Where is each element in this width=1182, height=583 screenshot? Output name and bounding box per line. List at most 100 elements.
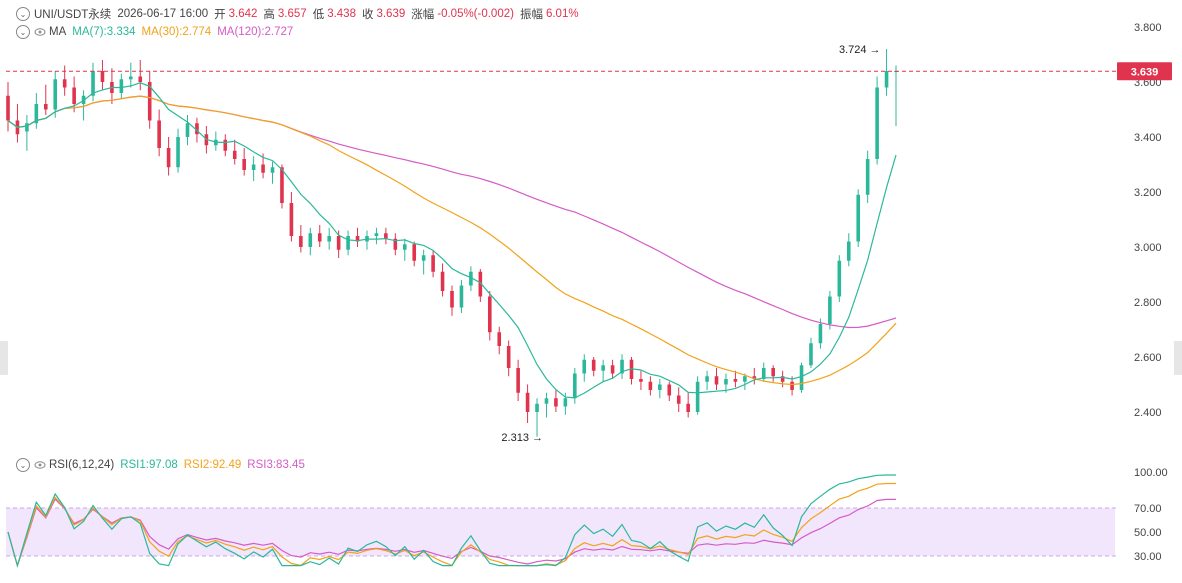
candle-body [828,296,832,324]
rsi1-line [7,474,896,568]
price-tick-label: 3.800 [1134,22,1162,34]
candle-body [384,233,388,239]
rsi3-line [7,498,896,568]
candle-body [856,194,861,242]
scroll-left-handle[interactable] [0,341,8,375]
ma-legend-row: ⌄ MA MA(7):3.334 MA(30):2.774 MA(120):2.… [0,25,299,39]
candle-body [147,82,152,121]
price-tick-label: 2.600 [1134,352,1162,364]
candle-body [327,236,331,242]
close-label: 收 [361,9,374,21]
low-value: 3.438 [327,8,356,20]
candle-body [771,368,775,377]
ma-indicator-name: MA [49,26,67,38]
rsi-indicator-name: RSI(6,12,24) [49,459,115,471]
candle-body [34,104,39,124]
rsi-tick-label: 100.00 [1134,467,1168,479]
symbol-name: UNI/USDT永续 [34,9,112,21]
candle-body [138,76,143,82]
candle-body [724,379,728,385]
high-label: 高 [263,9,275,21]
candle-body [658,384,662,390]
candle-body [846,241,851,261]
candle-body [459,285,464,308]
candle-body [157,120,161,148]
price-tick-label: 3.200 [1134,187,1162,199]
candle-body [299,236,303,247]
candle-body [336,236,341,250]
rsi-legend-row: ⌄ RSI(6,12,24) RSI1:97.08 RSI2:92.49 RSI… [0,458,311,472]
candle-body [421,255,426,261]
price-tick-label: 3.400 [1134,132,1162,144]
candle-body [478,271,483,297]
close-value: 3.639 [376,8,406,20]
header-ohlc-row: ⌄ UNI/USDT永续 2026-06-17 16:00 开 3.642 高 … [0,6,585,22]
candle-body [610,365,615,374]
candle-body [705,376,709,382]
open-value: 3.642 [228,8,258,20]
candle-body [242,159,246,170]
candle-body [91,71,95,96]
candle-body [62,79,67,88]
amplitude-value: 6.01% [545,8,579,20]
ma30-value: MA(30):2.774 [141,26,212,38]
candle-body [780,376,785,382]
candle-body [450,291,454,308]
collapse-icon[interactable]: ⌄ [16,25,30,39]
eye-icon[interactable] [34,459,46,471]
candle-body [355,236,360,242]
candle-body [487,296,492,333]
ma7-value: MA(7):3.334 [72,26,136,38]
eye-icon[interactable] [34,26,46,38]
candle-body [431,255,435,272]
low-label: 低 [312,9,325,21]
candle-body [554,398,558,407]
candle-body [582,359,587,374]
candle-body [639,379,643,382]
candle-body [402,244,407,250]
candle-body [506,346,511,368]
candle-body [761,368,766,379]
candle-body [875,87,879,159]
candle-body [837,260,842,297]
candle-body [100,71,105,82]
candle-body [6,95,10,121]
last-price-label: 3.639 [1131,66,1159,78]
last-price-tag [1117,62,1172,81]
candle-body [591,359,596,371]
candle-body [53,79,58,110]
rsi-tick-label: 30.00 [1134,551,1162,563]
rsi1-value: RSI1:97.08 [120,459,178,471]
candle-body [790,381,794,390]
candle-body [733,379,738,382]
change-label: 涨幅 [411,9,435,21]
rsi-tick-label: 70.00 [1134,503,1162,515]
candle-body [25,123,29,132]
candle-body [185,123,190,137]
amplitude-label: 振幅 [519,9,543,21]
candle-body [280,167,284,203]
ma120-value: MA(120):2.727 [217,26,294,38]
max-price-marker: 3.724 → [839,44,881,56]
price-tick-label: 3.000 [1134,242,1162,254]
collapse-icon[interactable]: ⌄ [16,458,30,472]
collapse-icon[interactable]: ⌄ [16,7,30,21]
candle-body [469,271,473,286]
candle-body [72,87,76,104]
candle-body [714,376,719,385]
candle-body [752,376,757,379]
candle-body [251,164,256,170]
candle-body [799,365,804,390]
candle-body [743,376,747,382]
scroll-right-handle[interactable] [1174,341,1182,375]
candle-body [884,71,889,88]
candle-body [516,368,520,393]
candle-body [865,159,870,195]
candle-body [270,167,275,173]
candle-body [308,233,313,247]
candle-body [648,381,653,390]
ma30-line [7,95,897,386]
candle-body [676,395,681,404]
candle-body [346,236,350,250]
